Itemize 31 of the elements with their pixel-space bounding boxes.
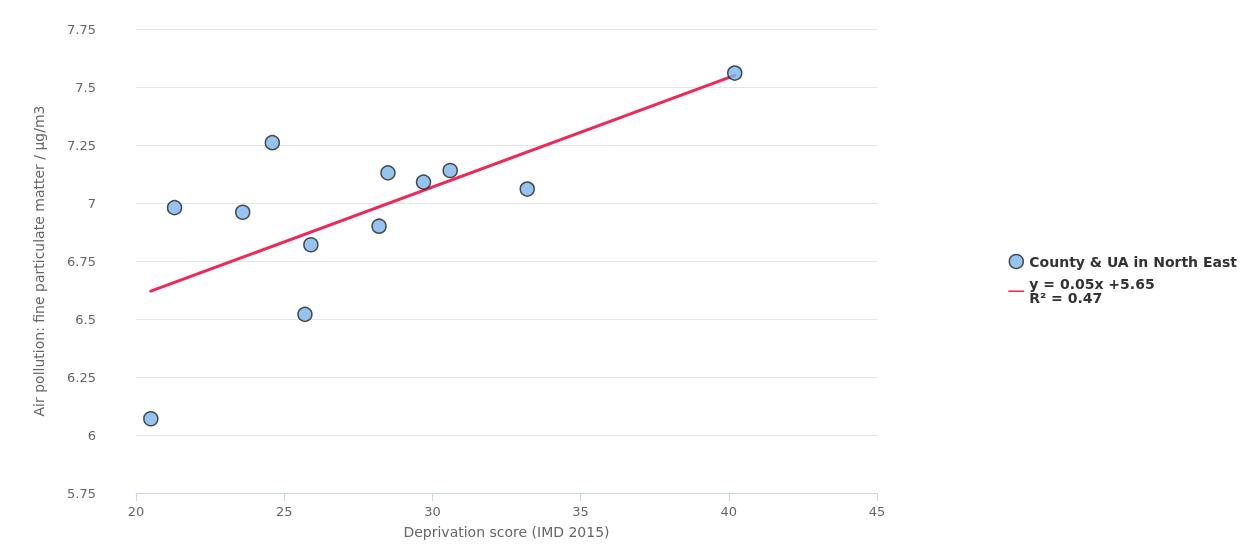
y-tick-label: 6.25 — [67, 369, 96, 385]
point — [297, 306, 313, 323]
x-tick-label: 25 — [275, 504, 293, 519]
y-tick-label: 7 — [87, 195, 96, 211]
point — [726, 65, 743, 81]
point — [166, 199, 183, 216]
point — [415, 174, 432, 190]
point — [264, 134, 281, 151]
point — [380, 165, 396, 181]
x-tick-label: 30 — [424, 504, 441, 519]
x-tick-label: 35 — [572, 504, 589, 519]
x-tick-label: 40 — [720, 504, 738, 519]
y-tick-label: 6.5 — [75, 311, 96, 327]
y-tick-label: 6.75 — [67, 253, 96, 269]
legend-label: y = 0.05x +5.65 R² = 0.47 — [1029, 276, 1155, 307]
y-tick-label: 6 — [87, 427, 96, 443]
y-tick-label: 7.75 — [67, 21, 96, 37]
point — [442, 162, 458, 179]
point — [234, 204, 251, 221]
y-tick-label: 5.75 — [67, 485, 96, 501]
y-tick-label: 7.25 — [67, 137, 96, 153]
x-axis-title: Deprivation score (IMD 2015) — [403, 524, 610, 540]
legend-label: County & UA in North East — [1029, 253, 1238, 270]
point — [303, 237, 319, 253]
x-tick-label: 20 — [127, 504, 145, 519]
y-tick-label: 7.5 — [75, 79, 96, 95]
point — [371, 218, 387, 234]
x-tick-label: 45 — [868, 504, 886, 519]
y-axis-title: Air pollution: fine particulate matter / µg/m3 — [31, 105, 47, 417]
point — [519, 181, 535, 197]
point — [143, 411, 159, 427]
